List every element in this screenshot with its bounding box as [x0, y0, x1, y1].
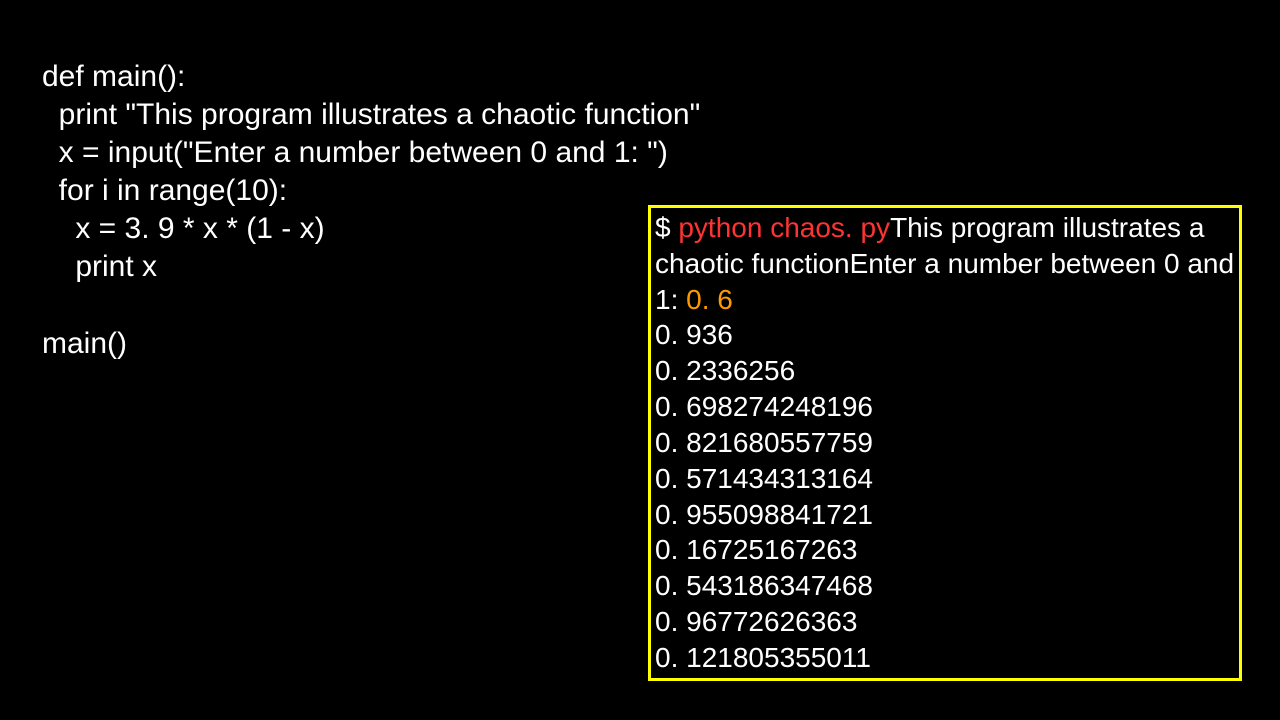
code-line: main()	[42, 327, 127, 360]
terminal-output-line: 0. 2336256	[655, 355, 795, 386]
code-line: x = input("Enter a number between 0 and …	[42, 136, 668, 169]
terminal-command: python chaos. py	[678, 212, 890, 243]
slide-stage: def main(): print "This program illustra…	[0, 0, 1280, 720]
terminal-output-line: 0. 121805355011	[655, 642, 871, 673]
terminal-output-line: 0. 16725167263	[655, 534, 857, 565]
code-line: print "This program illustrates a chaoti…	[42, 98, 700, 131]
terminal-output-box: $ python chaos. pyThis program illustrat…	[648, 205, 1242, 681]
terminal-prompt: $	[655, 212, 678, 243]
terminal-output-line: 0. 821680557759	[655, 427, 873, 458]
terminal-output-line: 0. 543186347468	[655, 570, 873, 601]
python-source-code: def main(): print "This program illustra…	[42, 58, 700, 363]
terminal-output-line: 0. 955098841721	[655, 499, 873, 530]
code-line: x = 3. 9 * x * (1 - x)	[42, 212, 325, 245]
terminal-output-line: 0. 571434313164	[655, 463, 873, 494]
terminal-output-line: 0. 698274248196	[655, 391, 873, 422]
terminal-output-line: 0. 936	[655, 319, 733, 350]
terminal-user-input: 0. 6	[686, 284, 733, 315]
code-line: def main():	[42, 60, 185, 93]
code-line: print x	[42, 250, 157, 283]
code-line: for i in range(10):	[42, 174, 287, 207]
terminal-output-line: 0. 96772626363	[655, 606, 857, 637]
